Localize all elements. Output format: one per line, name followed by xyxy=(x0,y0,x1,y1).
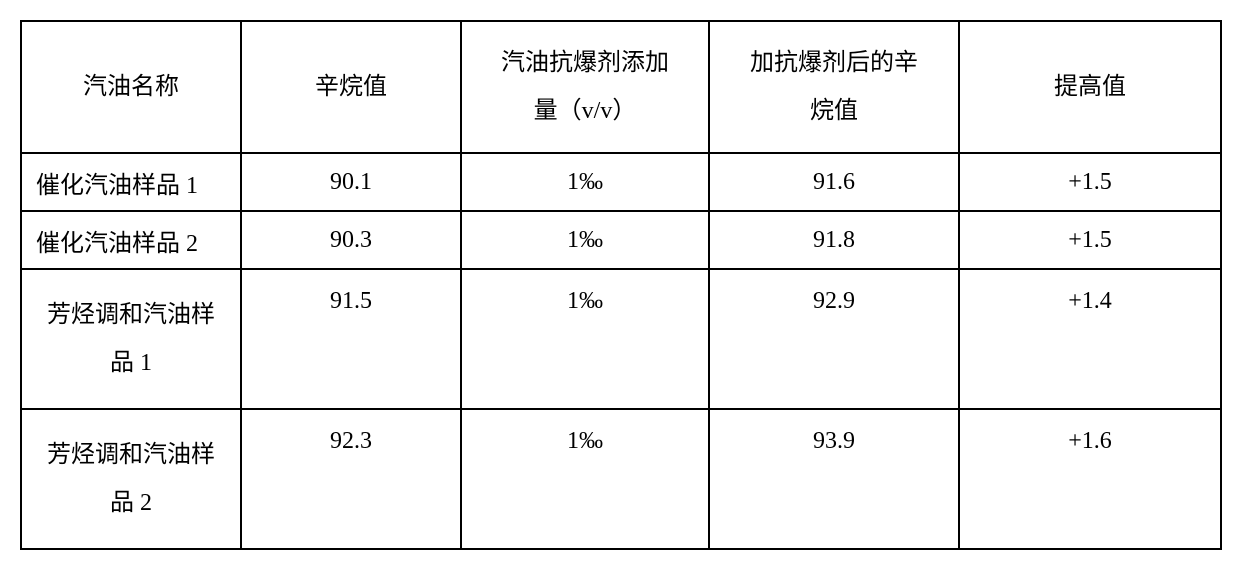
col-header-addition-l1: 汽油抗爆剂添加 xyxy=(462,39,708,87)
cell-addition: 1‰ xyxy=(461,269,709,409)
col-header-addition: 汽油抗爆剂添加 量（v/v） xyxy=(461,21,709,153)
cell-name-l1: 芳烃调和汽油样 xyxy=(22,431,240,479)
cell-after: 93.9 xyxy=(709,409,959,549)
cell-improve: +1.5 xyxy=(959,211,1221,269)
cell-octane: 91.5 xyxy=(241,269,461,409)
col-header-after-l1: 加抗爆剂后的辛 xyxy=(710,39,958,87)
col-header-octane: 辛烷值 xyxy=(241,21,461,153)
table-row: 芳烃调和汽油样 品 1 91.5 1‰ 92.9 +1.4 xyxy=(21,269,1221,409)
table-row: 催化汽油样品 1 90.1 1‰ 91.6 +1.5 xyxy=(21,153,1221,211)
cell-after: 92.9 xyxy=(709,269,959,409)
cell-improve: +1.6 xyxy=(959,409,1221,549)
col-header-improve: 提高值 xyxy=(959,21,1221,153)
cell-octane: 90.3 xyxy=(241,211,461,269)
cell-name: 催化汽油样品 2 xyxy=(21,211,241,269)
cell-name: 芳烃调和汽油样 品 1 xyxy=(21,269,241,409)
cell-name-l1: 芳烃调和汽油样 xyxy=(22,291,240,339)
col-header-after-l2: 烷值 xyxy=(710,87,958,135)
octane-table: 汽油名称 辛烷值 汽油抗爆剂添加 量（v/v） 加抗爆剂后的辛 烷值 提高值 催… xyxy=(20,20,1222,550)
cell-name: 芳烃调和汽油样 品 2 xyxy=(21,409,241,549)
cell-addition: 1‰ xyxy=(461,409,709,549)
cell-improve: +1.4 xyxy=(959,269,1221,409)
cell-name-l2: 品 2 xyxy=(22,479,240,527)
cell-after: 91.8 xyxy=(709,211,959,269)
table-body: 催化汽油样品 1 90.1 1‰ 91.6 +1.5 催化汽油样品 2 90.3… xyxy=(21,153,1221,549)
cell-improve: +1.5 xyxy=(959,153,1221,211)
cell-octane: 92.3 xyxy=(241,409,461,549)
cell-addition: 1‰ xyxy=(461,211,709,269)
col-header-after: 加抗爆剂后的辛 烷值 xyxy=(709,21,959,153)
col-header-name: 汽油名称 xyxy=(21,21,241,153)
cell-octane: 90.1 xyxy=(241,153,461,211)
table-row: 催化汽油样品 2 90.3 1‰ 91.8 +1.5 xyxy=(21,211,1221,269)
table-row: 芳烃调和汽油样 品 2 92.3 1‰ 93.9 +1.6 xyxy=(21,409,1221,549)
cell-addition: 1‰ xyxy=(461,153,709,211)
cell-name: 催化汽油样品 1 xyxy=(21,153,241,211)
col-header-addition-l2: 量（v/v） xyxy=(462,87,708,135)
cell-after: 91.6 xyxy=(709,153,959,211)
cell-name-l2: 品 1 xyxy=(22,339,240,387)
table-header: 汽油名称 辛烷值 汽油抗爆剂添加 量（v/v） 加抗爆剂后的辛 烷值 提高值 xyxy=(21,21,1221,153)
